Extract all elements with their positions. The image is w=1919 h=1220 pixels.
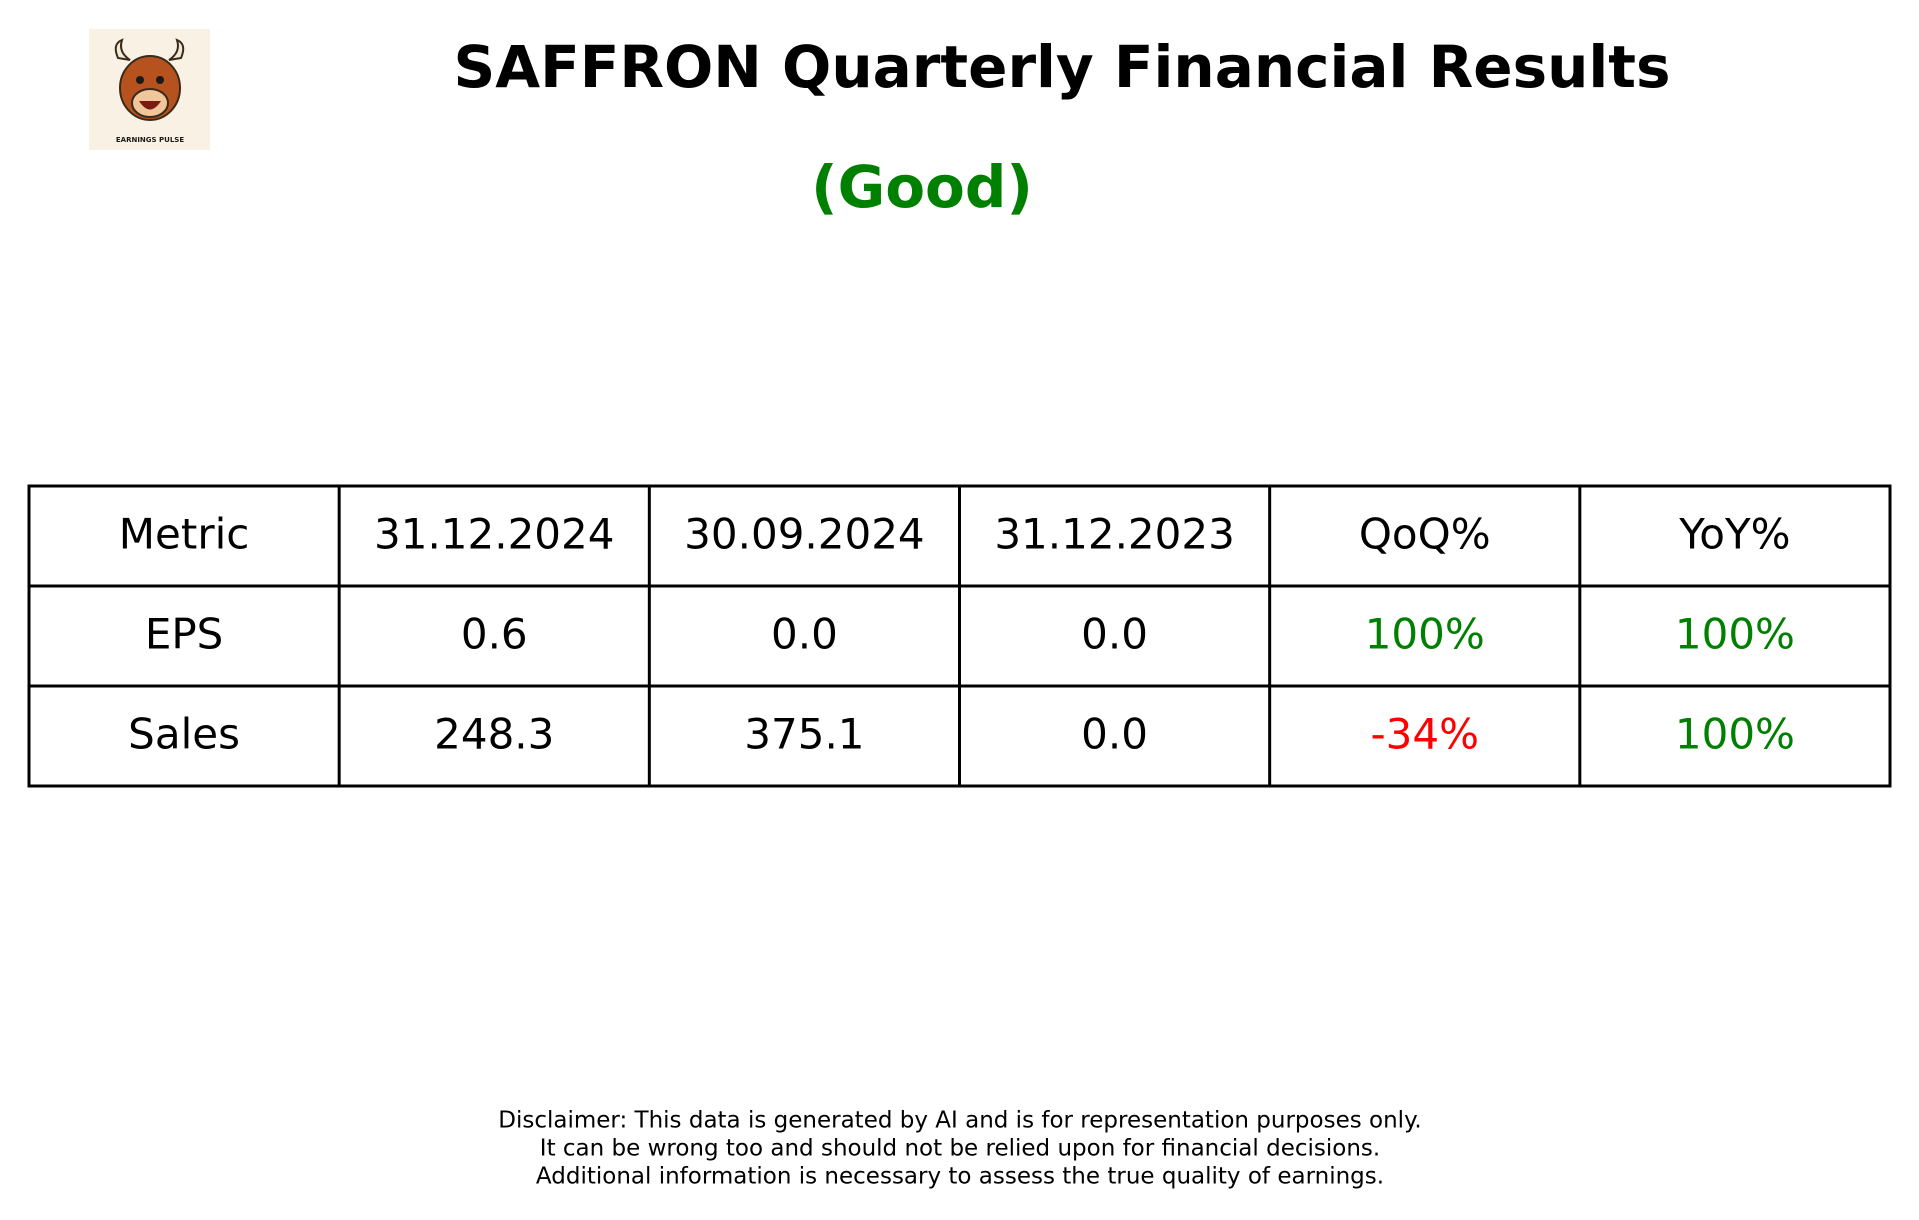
disclaimer-line: It can be wrong too and should not be re… <box>540 1136 1380 1162</box>
column-header: QoQ% <box>1359 510 1491 559</box>
table-cell: 0.0 <box>771 610 838 659</box>
logo-mouth <box>139 101 161 110</box>
column-header: 31.12.2023 <box>994 510 1234 559</box>
column-header: Metric <box>119 510 250 559</box>
table-cell: 100% <box>1365 610 1485 659</box>
logo: EARNINGS PULSE <box>89 29 210 150</box>
logo-eye <box>136 76 144 84</box>
logo-horn <box>114 38 131 61</box>
table-cell: 0.0 <box>1081 610 1148 659</box>
table-cell: 0.6 <box>461 610 528 659</box>
logo-text: EARNINGS PULSE <box>116 136 184 144</box>
table-cell: -34% <box>1370 710 1479 759</box>
disclaimer: Disclaimer: This data is generated by AI… <box>498 1108 1421 1190</box>
row-label: Sales <box>128 710 240 759</box>
disclaimer-line: Additional information is necessary to a… <box>536 1164 1384 1190</box>
rating: (Good) <box>811 153 1033 221</box>
table-cell: 248.3 <box>434 710 554 759</box>
logo-eye <box>156 76 164 84</box>
table-cell: 100% <box>1675 710 1795 759</box>
column-header: YoY% <box>1678 510 1790 559</box>
table: Metric 31.12.2024 30.09.2024 31.12.2023 QoQ%… <box>27 484 1892 788</box>
row-label: EPS <box>145 610 224 659</box>
table-cell: 375.1 <box>744 710 864 759</box>
disclaimer-line: Disclaimer: This data is generated by AI… <box>498 1108 1421 1134</box>
table-cell: 100% <box>1675 610 1795 659</box>
column-header: 30.09.2024 <box>684 510 924 559</box>
table-cell: 0.0 <box>1081 710 1148 759</box>
title: SAFFRON Quarterly Financial Results <box>453 33 1670 101</box>
logo-horn <box>168 38 185 61</box>
column-header: 31.12.2024 <box>374 510 614 559</box>
